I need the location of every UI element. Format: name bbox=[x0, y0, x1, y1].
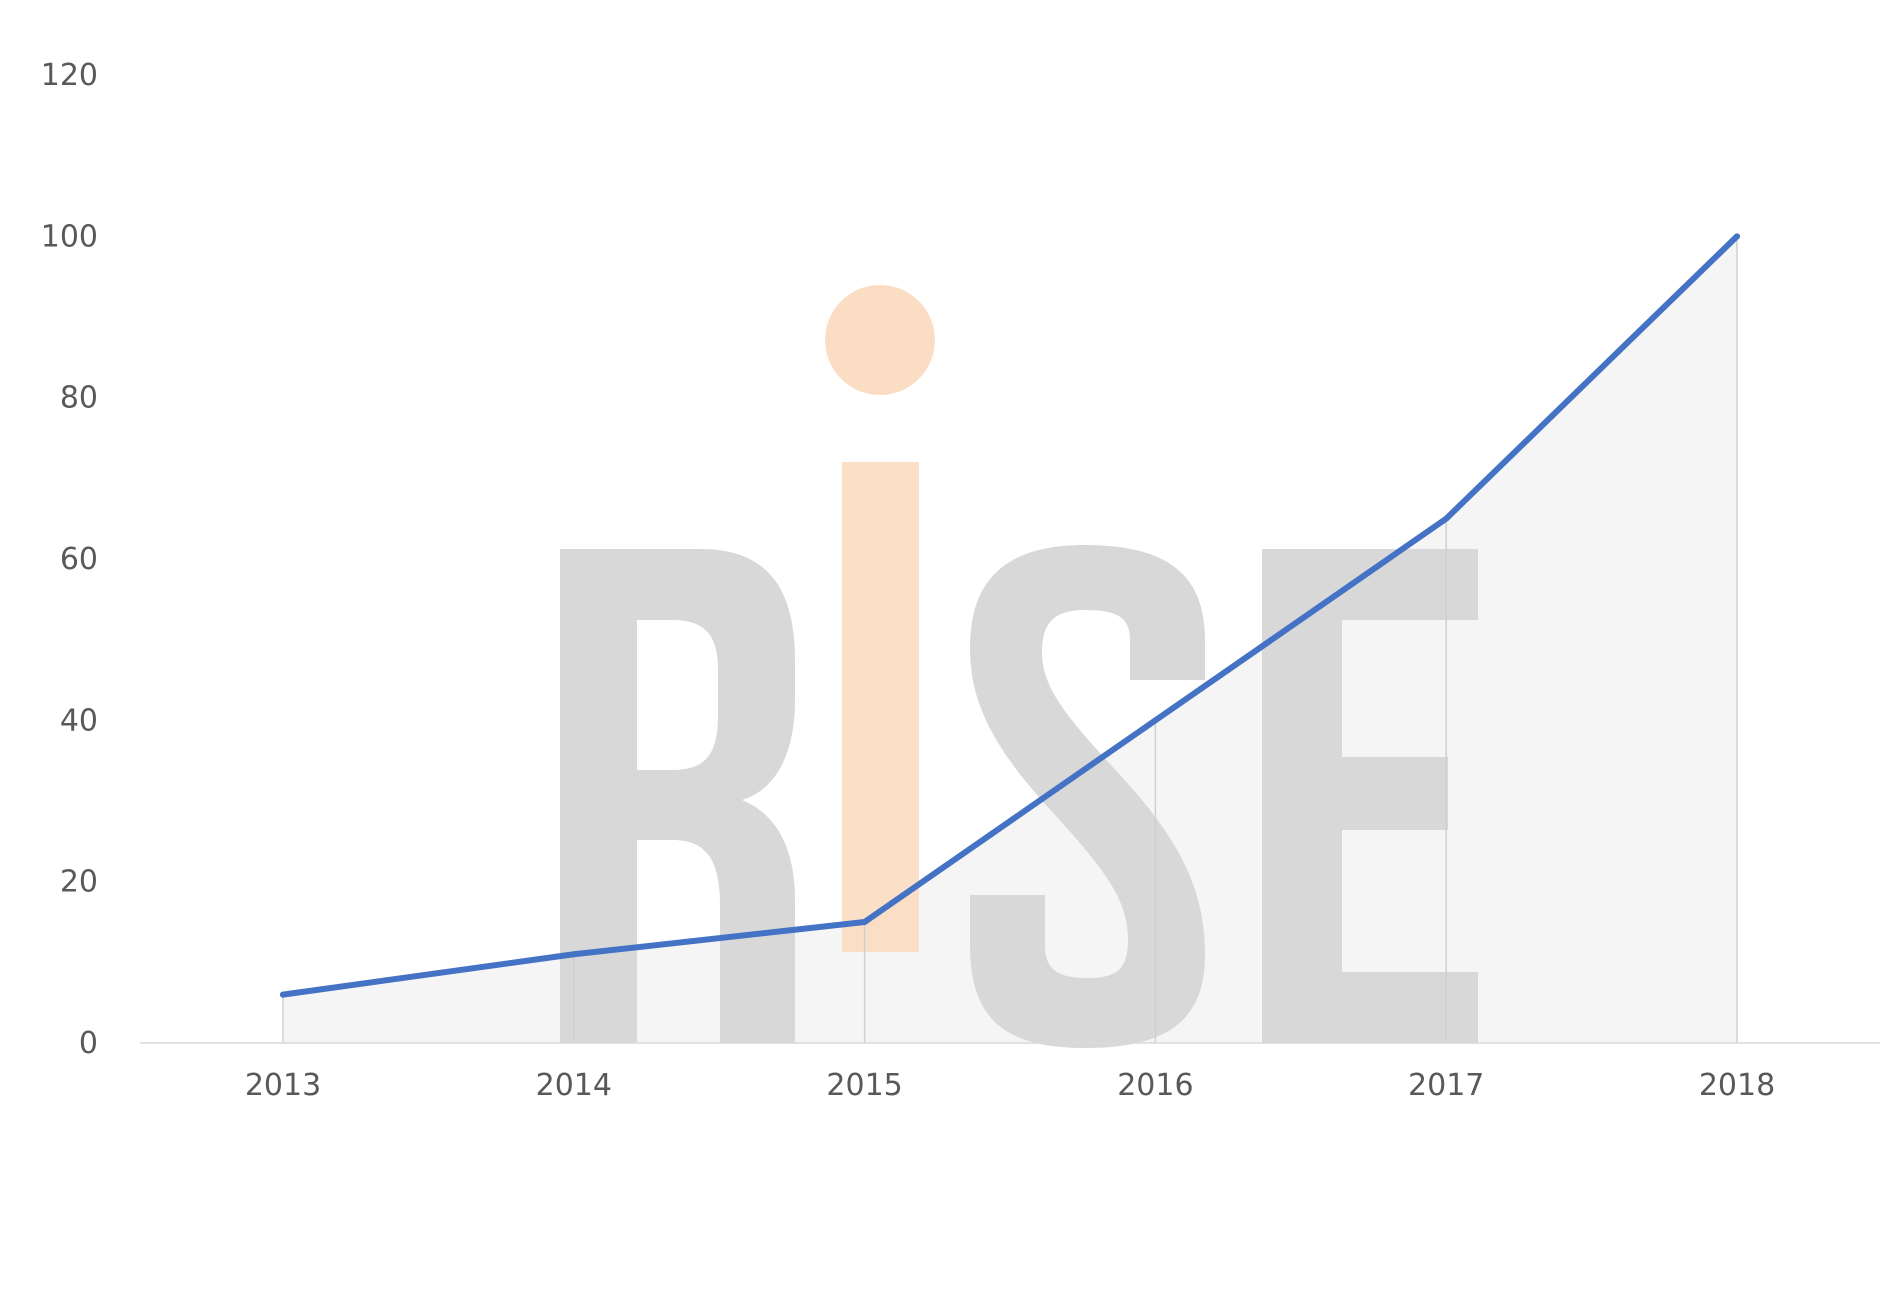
drop-lines bbox=[282, 236, 1738, 1043]
area-fill bbox=[283, 236, 1737, 1044]
x-tick-label-2016: 2016 bbox=[1117, 1068, 1193, 1103]
x-tick-label-2013: 2013 bbox=[245, 1068, 321, 1103]
y-tick-label-100: 100 bbox=[41, 219, 98, 254]
rise-logo-watermark bbox=[560, 285, 1478, 1048]
watermark-letter-e bbox=[1262, 549, 1478, 1043]
x-tick-label-2015: 2015 bbox=[826, 1068, 902, 1103]
data-point-2014 bbox=[570, 951, 577, 958]
y-tick-label-40: 40 bbox=[60, 703, 98, 738]
x-axis-tick-labels: 2013 2014 2015 2016 2017 2018 bbox=[245, 1068, 1775, 1103]
watermark-i-dot bbox=[825, 285, 935, 395]
x-tick-label-2017: 2017 bbox=[1408, 1068, 1484, 1103]
y-tick-label-0: 0 bbox=[79, 1026, 98, 1061]
y-tick-label-20: 20 bbox=[60, 865, 98, 900]
watermark-letter-r bbox=[560, 549, 795, 1043]
data-point-2016 bbox=[1152, 717, 1159, 724]
series-line bbox=[280, 233, 1740, 998]
watermark-i-stem bbox=[842, 462, 919, 952]
y-axis-tick-labels: 0 20 40 60 80 100 120 bbox=[41, 58, 98, 1061]
y-tick-label-120: 120 bbox=[41, 58, 98, 93]
data-point-2013 bbox=[280, 991, 286, 998]
data-point-2018 bbox=[1734, 233, 1740, 240]
data-point-2015 bbox=[861, 919, 868, 925]
data-point-2017 bbox=[1443, 515, 1450, 522]
x-tick-label-2018: 2018 bbox=[1699, 1068, 1775, 1103]
series-points bbox=[280, 233, 1740, 998]
x-tick-label-2014: 2014 bbox=[536, 1068, 612, 1103]
y-tick-label-60: 60 bbox=[60, 542, 98, 577]
y-tick-label-80: 80 bbox=[60, 381, 98, 416]
watermark-letter-s bbox=[970, 545, 1205, 1048]
